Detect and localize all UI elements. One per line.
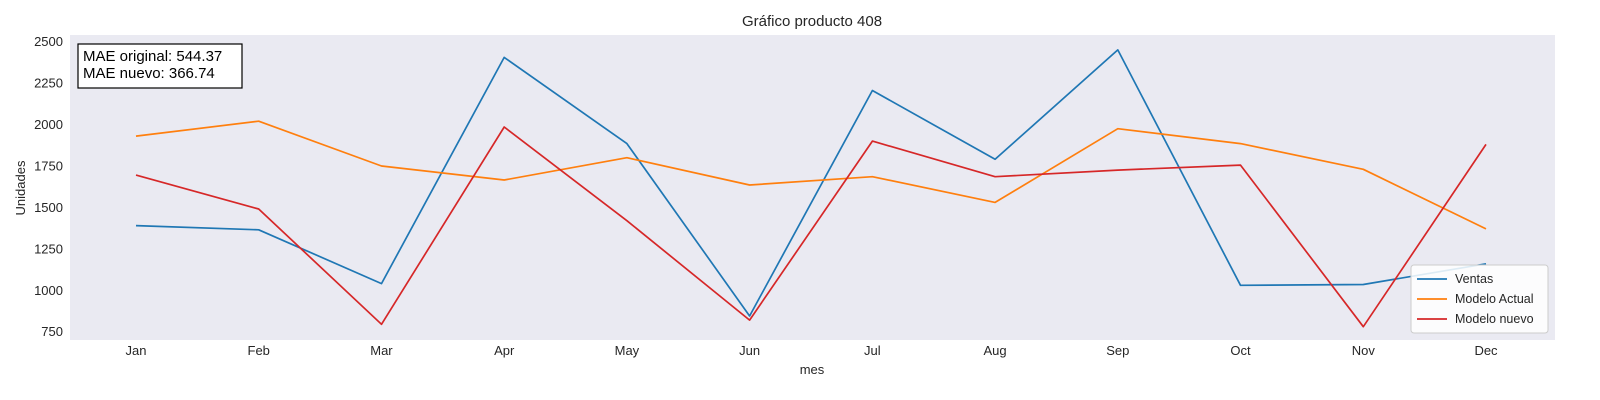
- y-tick-label: 1500: [34, 200, 63, 215]
- x-tick-label: Jun: [739, 343, 760, 358]
- y-tick-label: 2250: [34, 76, 63, 91]
- mae-nuevo-text: MAE nuevo: 366.74: [83, 65, 215, 82]
- y-tick-label: 2000: [34, 117, 63, 132]
- x-tick-label: Mar: [370, 343, 393, 358]
- legend-label-ventas: Ventas: [1455, 272, 1493, 286]
- mae-box: [77, 43, 243, 89]
- legend-label-modelo-nuevo: Modelo nuevo: [1455, 312, 1534, 326]
- y-tick-label: 1250: [34, 241, 63, 256]
- x-axis-ticks: Jan Feb Mar Apr May Jun Jul Aug Sep Oct Nov Dec: [126, 343, 1499, 358]
- legend-label-modelo-actual: Modelo Actual: [1455, 292, 1534, 306]
- x-tick-label: Dec: [1474, 343, 1498, 358]
- x-tick-label: Aug: [984, 343, 1007, 358]
- y-tick-label: 1750: [34, 158, 63, 173]
- x-tick-label: Feb: [248, 343, 270, 358]
- x-tick-label: Sep: [1106, 343, 1129, 358]
- plot-background: [70, 35, 1555, 340]
- x-tick-label: Apr: [494, 343, 515, 358]
- y-axis-ticks: 750 1000 1250 1500 1750 2000 2250 2500: [34, 34, 63, 339]
- series-line-modelo-nuevo: [135, 126, 1487, 328]
- x-tick-label: Oct: [1230, 343, 1251, 358]
- y-tick-label: 2500: [34, 34, 63, 49]
- y-tick-label: 750: [41, 324, 63, 339]
- legend-box: [1410, 264, 1549, 334]
- mae-annotation: MAE original: 544.37 MAE nuevo: 366.74: [77, 43, 243, 89]
- chart-title: Gráfico producto 408: [742, 13, 882, 30]
- y-axis-label: Unidades: [13, 160, 28, 215]
- mae-original-text: MAE original: 544.37: [83, 48, 222, 65]
- x-tick-label: Jul: [864, 343, 881, 358]
- x-tick-label: Nov: [1352, 343, 1376, 358]
- series-line-modelo-actual: [135, 120, 1487, 230]
- x-tick-label: May: [615, 343, 640, 358]
- series-line-ventas: [135, 49, 1487, 317]
- y-tick-label: 1000: [34, 283, 63, 298]
- series-lines: [135, 49, 1487, 328]
- x-axis-label: mes: [800, 362, 825, 377]
- legend: Ventas Modelo Actual Modelo nuevo: [1410, 264, 1549, 334]
- x-tick-label: Jan: [126, 343, 147, 358]
